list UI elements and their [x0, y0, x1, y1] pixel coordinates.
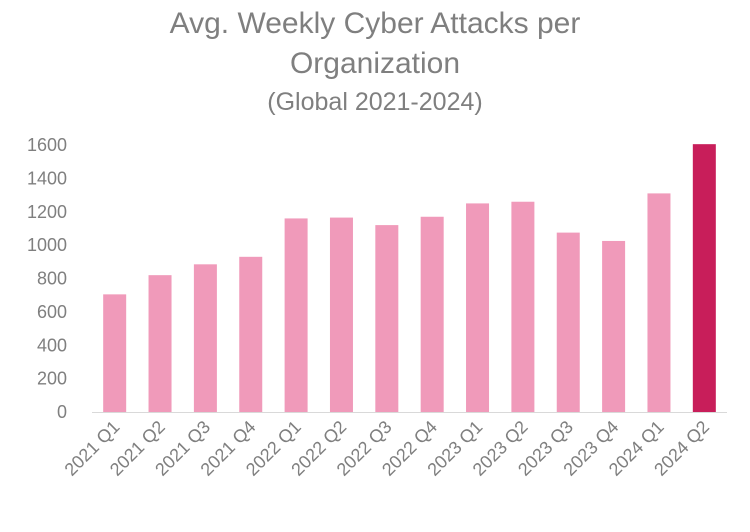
y-axis-ticks: 0 200 400 600 800 1000 1200 1400 1600	[27, 135, 67, 422]
bars-group	[103, 144, 716, 412]
bar	[148, 275, 172, 412]
bar	[193, 264, 217, 412]
y-tick-label: 1000	[27, 235, 67, 255]
y-tick-label: 200	[37, 369, 67, 389]
bar	[420, 216, 444, 412]
y-tick-label: 1600	[27, 135, 67, 155]
y-tick-label: 0	[57, 402, 67, 422]
y-tick-label: 400	[37, 335, 67, 355]
bar	[602, 240, 626, 412]
chart-title-line-1: Avg. Weekly Cyber Attacks per	[170, 7, 581, 40]
y-tick-label: 600	[37, 302, 67, 322]
y-tick-label: 1400	[27, 168, 67, 188]
bar	[692, 144, 716, 412]
bar	[375, 225, 399, 412]
bar	[556, 232, 580, 412]
chart-title-line-2: Organization	[290, 47, 460, 80]
y-tick-label: 800	[37, 269, 67, 289]
y-tick-label: 1200	[27, 202, 67, 222]
chart-subtitle: (Global 2021-2024)	[267, 88, 482, 116]
bar	[239, 256, 263, 412]
bar	[466, 203, 490, 412]
bar	[511, 201, 535, 412]
bar	[284, 218, 308, 412]
bar	[103, 294, 127, 412]
bar	[647, 193, 671, 412]
bar	[329, 217, 353, 412]
